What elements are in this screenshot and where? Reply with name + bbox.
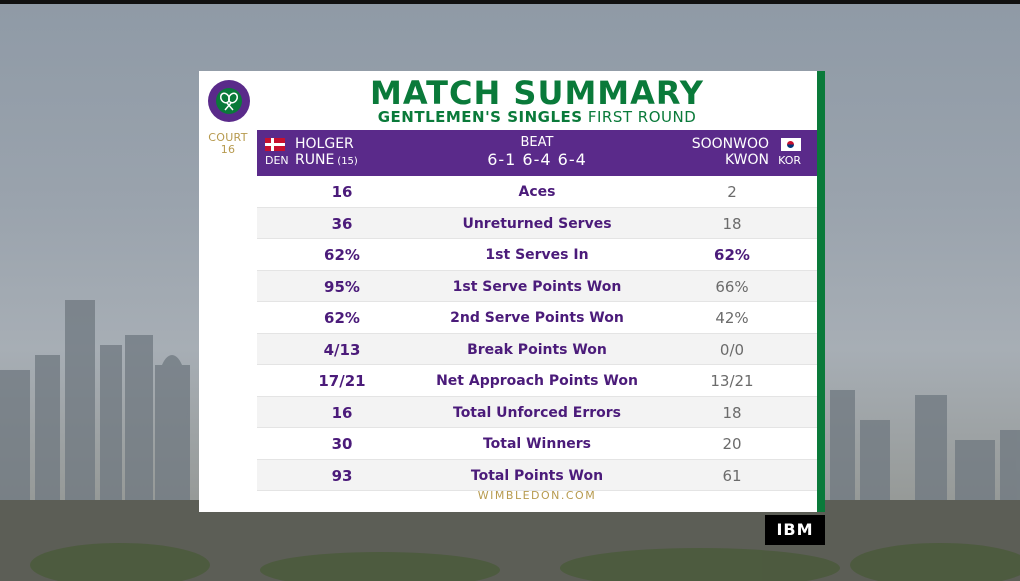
event-name: GENTLEMEN'S SINGLES [377, 108, 583, 126]
player2-stat: 0/0 [719, 340, 745, 359]
player2-block: SOONWOO KWON KOR [639, 136, 809, 176]
match-header: HOLGER DEN RUNE (15) BEAT 6-1 6-4 6-4 SOO… [257, 130, 817, 176]
denmark-flag-icon [265, 138, 285, 151]
stat-row: 95% 1st Serve Points Won 66% [257, 270, 817, 302]
player2-first-name: SOONWOO [691, 136, 769, 152]
player2-stat: 18 [722, 403, 742, 422]
stat-label: 2nd Serve Points Won [450, 310, 624, 326]
stat-label: Net Approach Points Won [436, 373, 638, 389]
player2-stat: 2 [727, 183, 737, 201]
court-indicator: COURT 16 [199, 132, 257, 156]
ibm-sponsor-logo: IBM [765, 515, 825, 545]
stat-label: Break Points Won [467, 341, 607, 358]
player1-stat: 93 [331, 466, 353, 485]
stat-row: 62% 1st Serves In 62% [257, 239, 817, 271]
stat-label: Unreturned Serves [462, 215, 612, 232]
stat-row: 30 Total Winners 20 [257, 428, 817, 460]
player1-stat: 16 [331, 183, 353, 201]
player1-last-name: RUNE [295, 152, 335, 168]
court-number: 16 [220, 143, 236, 156]
stat-label: 1st Serve Points Won [452, 278, 622, 295]
player1-country: DEN [265, 154, 289, 167]
player1-last-name-wrap: RUNE (15) [295, 152, 358, 168]
round-name: FIRST ROUND [587, 108, 697, 126]
stat-label: Aces [518, 184, 556, 200]
player2-stat: 13/21 [710, 372, 754, 390]
stat-row: 16 Total Unforced Errors 18 [257, 396, 817, 428]
stat-label: 1st Serves In [485, 247, 589, 263]
player2-stat: 66% [715, 277, 749, 296]
stat-row: 62% 2nd Serve Points Won 42% [257, 302, 817, 334]
player1-first-name: HOLGER [295, 136, 354, 152]
player1-stat: 62% [324, 246, 360, 264]
stat-row: 4/13 Break Points Won 0/0 [257, 333, 817, 365]
player2-country: KOR [778, 154, 801, 167]
stat-row: 17/21 Net Approach Points Won 13/21 [257, 365, 817, 397]
stat-row: 16 Aces 2 [257, 176, 817, 208]
player1-stat: 62% [324, 309, 360, 327]
website-footer: WIMBLEDON.COM [477, 489, 597, 502]
korea-flag-icon [781, 138, 801, 151]
player1-stat: 95% [324, 277, 360, 296]
stat-label: Total Winners [482, 436, 592, 452]
stat-row: 93 Total Points Won 61 [257, 459, 817, 491]
player1-stat: 16 [331, 403, 353, 422]
player1-stat: 30 [331, 435, 353, 453]
player1-stat: 4/13 [323, 340, 361, 359]
stat-label: Total Points Won [470, 467, 604, 484]
stat-label: Total Unforced Errors [453, 404, 621, 421]
match-result: BEAT [520, 135, 554, 150]
page-subtitle: GENTLEMEN'S SINGLES FIRST ROUND [257, 108, 817, 126]
player1-stat: 17/21 [318, 372, 366, 390]
player1-seed: (15) [337, 156, 358, 167]
wimbledon-logo-icon [208, 80, 250, 122]
card-accent-rule [817, 71, 825, 512]
court-label: COURT [208, 131, 248, 144]
stat-row: 36 Unreturned Serves 18 [257, 207, 817, 239]
player2-stat: 42% [715, 309, 749, 327]
stats-table: 16 Aces 2 36 Unreturned Serves 18 62% 1s… [257, 176, 817, 491]
player1-stat: 36 [331, 214, 353, 233]
top-bar [0, 0, 1020, 4]
player2-stat: 18 [722, 214, 742, 233]
player2-stat: 20 [722, 435, 742, 453]
player2-last-name: KWON [724, 152, 769, 168]
player2-stat: 61 [722, 466, 742, 485]
logo-column [199, 71, 257, 512]
match-score: 6-1 6-4 6-4 [487, 150, 587, 169]
page-title: MATCH SUMMARY [370, 74, 704, 112]
player2-stat: 62% [714, 246, 750, 264]
